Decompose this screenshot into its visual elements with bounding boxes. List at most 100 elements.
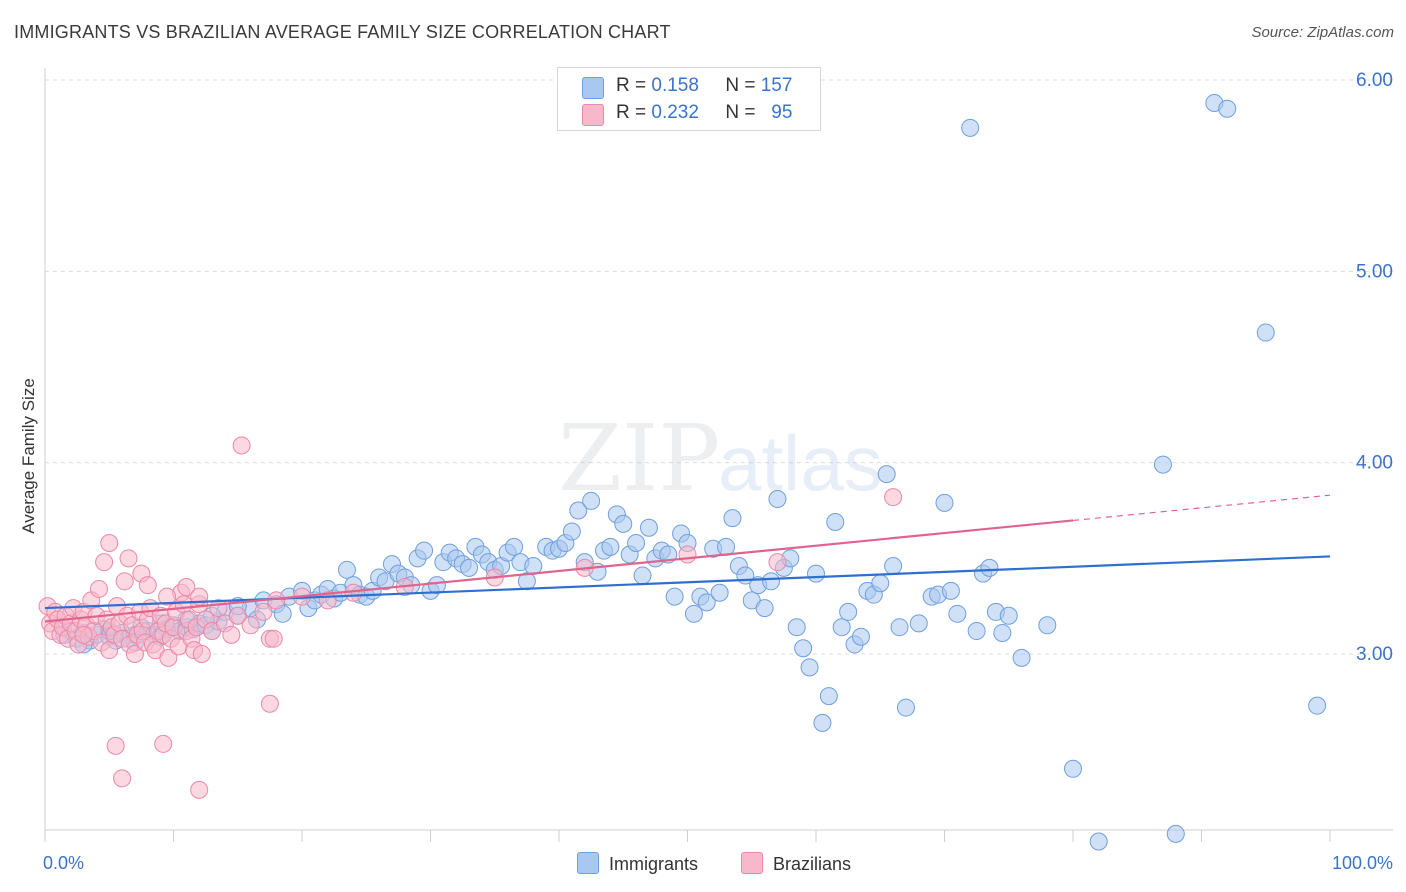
bottom-legend-label-immigrants: Immigrants: [609, 854, 699, 874]
immigrants-point: [633, 566, 652, 585]
immigrants-point: [909, 614, 928, 633]
bottom-legend-brazilians: Brazilians: [741, 852, 851, 875]
brazilians-point: [264, 629, 283, 648]
legend-r-label: R =: [616, 102, 647, 123]
brazilians-point: [228, 606, 247, 625]
chart-title: IMMIGRANTS VS BRAZILIAN AVERAGE FAMILY S…: [14, 22, 671, 42]
brazilians-point: [884, 488, 903, 507]
immigrants-point: [614, 514, 633, 533]
legend-n-label: N =: [725, 75, 756, 96]
immigrants-point: [697, 593, 716, 612]
immigrants-point: [768, 490, 787, 509]
immigrants-point: [1218, 99, 1237, 118]
immigrants-point: [884, 556, 903, 575]
immigrants-point: [819, 687, 838, 706]
immigrants-point: [427, 576, 446, 595]
immigrants-point: [723, 509, 742, 528]
brazilians-point: [113, 769, 132, 788]
brazilians-point: [254, 602, 273, 621]
brazilians-point: [768, 553, 787, 572]
immigrants-point: [826, 512, 845, 531]
legend-swatch-brazilians: [582, 104, 604, 126]
immigrants-point: [832, 618, 851, 637]
immigrants-point: [851, 627, 870, 646]
immigrants-point: [1308, 696, 1327, 715]
legend-n-value-brazilians: 95: [771, 102, 793, 123]
legend-r-value-brazilians: 0.232: [651, 102, 699, 123]
chart-source: Source: ZipAtlas.com: [1251, 24, 1394, 41]
brazilians-point: [138, 576, 157, 595]
y-axis-label: Average Family Size: [19, 378, 38, 534]
immigrants-point: [601, 537, 620, 556]
immigrants-point: [665, 587, 684, 606]
brazilians-point: [158, 587, 177, 606]
watermark: ZIP atlas: [558, 405, 883, 512]
immigrants-point: [967, 622, 986, 641]
watermark-atlas: atlas: [718, 419, 883, 507]
brazilians-point: [232, 436, 251, 455]
brazilians-point: [100, 534, 119, 553]
y-tick-label: 5.00: [1356, 261, 1393, 282]
trend-line-brazilians-projection: [1072, 494, 1331, 522]
immigrants-point: [582, 491, 601, 510]
bottom-legend-immigrants: Immigrants: [577, 852, 698, 875]
immigrants-point: [1012, 648, 1031, 667]
tick-labels: 3.00 4.00 5.00 6.00 0.0% 100.0%: [43, 70, 1393, 873]
brazilians-point: [119, 549, 138, 568]
immigrants-point: [980, 558, 999, 577]
y-tick-label: 4.00: [1356, 453, 1393, 474]
immigrants-point: [1089, 832, 1108, 851]
brazilians-point: [106, 736, 125, 755]
brazilians-point: [678, 545, 697, 564]
brazilians-point: [95, 553, 114, 572]
bottom-legend-swatch-immigrants: [577, 852, 599, 874]
immigrants-point: [1153, 455, 1172, 474]
immigrants-point: [896, 698, 915, 717]
brazilians-point: [154, 734, 173, 753]
immigrants-point: [755, 599, 774, 618]
brazilians-point: [241, 616, 260, 635]
immigrants-point: [961, 118, 980, 137]
brazilians-point: [125, 645, 144, 663]
immigrants-point: [762, 572, 781, 591]
immigrants-point: [999, 606, 1018, 625]
legend-r-value-immigrants: 0.158: [651, 75, 699, 96]
immigrants-point: [710, 583, 729, 602]
brazilians-point: [159, 648, 178, 667]
immigrants-point: [505, 537, 524, 556]
brazilians-point: [174, 595, 193, 614]
legend: R = 0.158 N = 157 R = 0.232 N = 95: [557, 67, 821, 131]
immigrants-point: [415, 541, 434, 560]
immigrants-point: [1038, 616, 1057, 635]
legend-n-label: N =: [725, 102, 756, 123]
watermark-zip: ZIP: [558, 405, 720, 512]
immigrants-point: [941, 581, 960, 600]
bottom-legend-swatch-brazilians: [741, 852, 763, 874]
y-tick-label: 3.00: [1356, 644, 1393, 665]
immigrants-point: [684, 604, 703, 623]
legend-n-value-immigrants: 157: [760, 75, 793, 96]
immigrants-point: [1256, 323, 1275, 342]
immigrants-point: [1166, 824, 1185, 843]
immigrants-point: [337, 560, 356, 579]
trend-line-immigrants: [44, 555, 1331, 610]
immigrants-point: [717, 537, 736, 556]
immigrants-point: [935, 493, 954, 512]
y-tick-label: 6.00: [1356, 70, 1393, 91]
legend-swatch-immigrants: [582, 77, 604, 99]
brazilians-point: [190, 780, 209, 799]
immigrants-point: [639, 518, 658, 537]
brazilians-point: [89, 579, 108, 598]
immigrants-point: [460, 558, 479, 577]
immigrants-point: [877, 465, 896, 484]
brazilians-point: [115, 572, 134, 591]
x-tick-label: 0.0%: [43, 853, 84, 873]
brazilians-point: [222, 625, 241, 644]
immigrants-point: [569, 501, 588, 520]
brazilians-point: [192, 645, 211, 663]
legend-r-label: R =: [616, 75, 647, 96]
immigrants-point: [807, 564, 825, 583]
immigrants-point: [794, 639, 813, 658]
bottom-legend-label-brazilians: Brazilians: [773, 854, 852, 874]
